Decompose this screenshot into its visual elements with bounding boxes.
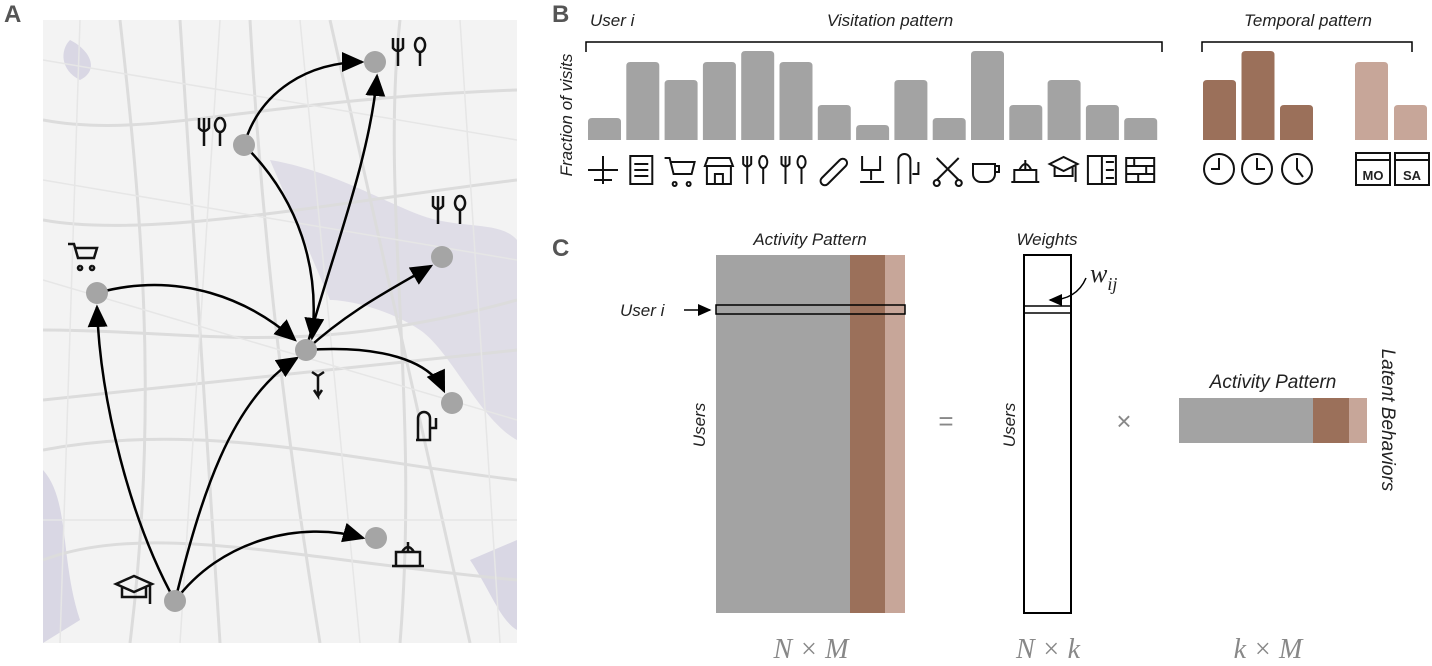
category-icon	[1086, 155, 1117, 185]
map	[43, 20, 517, 643]
category-icons	[588, 153, 1156, 187]
panel-label: A	[4, 1, 21, 28]
latent-block	[1313, 398, 1349, 443]
bar	[894, 80, 928, 140]
bar	[1355, 62, 1388, 140]
matrix-block	[885, 255, 905, 613]
bar	[588, 118, 621, 140]
weight-arrow	[1048, 277, 1087, 306]
category-icon	[742, 155, 769, 184]
latent-label: Latent Behaviors	[1377, 349, 1398, 492]
temporal-title: Temporal pattern	[1244, 11, 1372, 30]
category-icon	[897, 153, 920, 184]
latent-title: Activity Pattern	[1209, 372, 1337, 393]
category-icon	[932, 157, 963, 187]
matrix-title: Activity Pattern	[752, 230, 866, 249]
row-label: User i	[620, 301, 666, 320]
users-label: Users	[1000, 402, 1019, 447]
weight-letter: w	[1090, 259, 1108, 288]
dimension: k × M	[1234, 634, 1304, 661]
category-icon	[1011, 160, 1040, 183]
matrix-block	[716, 255, 850, 613]
row-highlight	[1023, 305, 1072, 314]
category-icon	[588, 156, 618, 184]
brackets	[585, 41, 1413, 52]
row-highlight	[715, 304, 906, 315]
bar	[664, 80, 698, 140]
time-icons	[1203, 152, 1430, 186]
category-icon	[703, 157, 735, 185]
bar	[1009, 105, 1043, 140]
category-icon	[629, 155, 654, 185]
times-sign: ×	[1116, 406, 1131, 436]
bar	[779, 62, 813, 140]
places	[86, 51, 463, 612]
weights-title: Weights	[1016, 230, 1078, 249]
bar	[1085, 105, 1119, 140]
bar	[932, 118, 966, 140]
day-icon-label: MO	[1363, 168, 1384, 183]
dimension: N × k	[1015, 634, 1081, 661]
bar	[1124, 118, 1158, 140]
weight-symbol: wij	[1090, 259, 1117, 294]
bar	[1394, 105, 1427, 140]
equals-sign: =	[938, 406, 953, 436]
category-icon	[860, 156, 885, 183]
bar	[1241, 51, 1275, 140]
category-icon	[664, 157, 696, 187]
visitation-title: Visitation pattern	[827, 11, 953, 30]
y-axis-label: Fraction of visits	[557, 53, 576, 176]
latent-block	[1179, 398, 1313, 443]
bar	[817, 105, 851, 140]
bar	[1047, 80, 1081, 140]
category-icon	[972, 163, 1000, 183]
bar	[856, 125, 890, 140]
latent-block	[1349, 398, 1367, 443]
category-icon	[1125, 157, 1156, 183]
bar	[1203, 80, 1236, 140]
day-icon-label: SA	[1403, 168, 1422, 183]
trip-arrows	[87, 52, 446, 602]
category-icon	[780, 155, 807, 184]
dimension: N × M	[773, 634, 851, 661]
bar	[741, 51, 775, 140]
category-icon	[819, 157, 849, 187]
bar-group	[588, 51, 1427, 140]
bar	[971, 51, 1004, 140]
panel-label: B	[552, 1, 569, 28]
bar	[1280, 105, 1313, 140]
bar	[626, 62, 660, 140]
weight-subscript: ij	[1107, 274, 1117, 294]
bar	[702, 62, 736, 140]
weights-matrix	[1023, 254, 1072, 614]
panel-label: C	[552, 235, 569, 262]
category-icon	[1047, 155, 1080, 182]
place-icons	[68, 36, 467, 604]
matrix-block	[850, 255, 885, 613]
user-label: User i	[590, 11, 636, 30]
users-label: Users	[690, 402, 709, 447]
